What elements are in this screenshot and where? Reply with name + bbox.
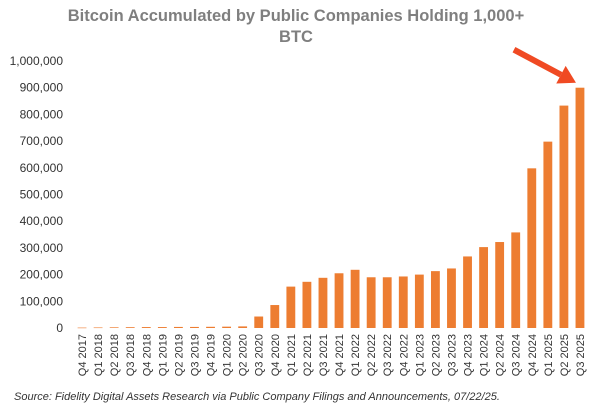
source-note: Source: Fidelity Digital Assets Research… (14, 391, 500, 403)
bar (366, 277, 376, 328)
bar (222, 326, 232, 328)
x-tick-label: Q1 2018 (93, 334, 105, 376)
x-tick-label: Q1 2024 (479, 334, 491, 376)
x-tick-label: Q2 2022 (366, 334, 378, 376)
bar (559, 105, 569, 329)
x-tick-label: Q2 2025 (559, 334, 571, 376)
bar (109, 327, 119, 328)
x-tick-label: Q2 2018 (109, 334, 121, 376)
y-tick-label: 200,000 (20, 268, 64, 282)
y-tick-label: 500,000 (20, 188, 64, 202)
bar (254, 316, 264, 328)
bar (398, 276, 408, 328)
bar (77, 327, 87, 329)
y-tick-label: 800,000 (20, 107, 64, 121)
y-tick-label: 1,000,000 (10, 54, 64, 68)
x-tick-label: Q4 2023 (463, 334, 475, 376)
x-tick-label: Q4 2020 (270, 334, 282, 376)
arrow-head (556, 65, 576, 84)
x-tick-label: Q4 2017 (77, 334, 89, 376)
x-tick-label: Q1 2022 (350, 334, 362, 376)
x-tick-label: Q3 2023 (446, 334, 458, 376)
x-tick-label: Q4 2024 (527, 334, 539, 376)
bar (463, 256, 472, 328)
bar (157, 327, 167, 328)
x-axis: Q4 2017 Q1 2018 Q2 2018 Q3 2018 Q4 2018 Q1 20… (77, 334, 587, 376)
bar (93, 327, 103, 329)
x-tick-label: Q1 2020 (222, 334, 234, 376)
x-tick-label: Q4 2021 (334, 334, 346, 376)
bar (479, 247, 489, 328)
bar (430, 271, 440, 328)
bar (141, 327, 151, 328)
x-tick-label: Q3 2018 (125, 334, 137, 376)
bar (302, 281, 312, 328)
bar (382, 277, 392, 328)
x-tick-label: Q3 2020 (254, 334, 266, 376)
bar (238, 326, 248, 328)
bar (543, 141, 553, 328)
bars (77, 87, 585, 329)
x-tick-label: Q1 2021 (286, 334, 298, 376)
bar (511, 232, 521, 328)
x-tick-label: Q2 2019 (173, 334, 185, 376)
y-tick-label: 600,000 (20, 161, 64, 175)
bar (447, 268, 456, 328)
x-tick-label: Q4 2018 (141, 334, 153, 376)
bar (270, 305, 280, 328)
chart-title: Bitcoin Accumulated by Public Companies … (0, 6, 592, 48)
bar (414, 274, 424, 328)
x-tick-label: Q3 2024 (511, 334, 523, 376)
bar (350, 269, 360, 328)
highlight-arrow (512, 47, 576, 84)
chart-title-line-2: BTC (279, 28, 313, 46)
x-tick-label: Q1 2025 (543, 334, 555, 376)
chart-title-line-1: Bitcoin Accumulated by Public Companies … (67, 7, 525, 25)
y-tick-label: 0 (56, 321, 63, 335)
y-tick-label: 300,000 (20, 241, 64, 255)
bar (125, 327, 135, 328)
x-tick-label: Q1 2023 (414, 334, 426, 376)
y-axis: 0 100,000 200,000 300,000 400,000 500,000 600,… (10, 54, 64, 335)
x-tick-label: Q3 2021 (318, 334, 330, 376)
bar (318, 277, 328, 328)
x-tick-label: Q4 2022 (398, 334, 410, 376)
y-tick-label: 100,000 (20, 294, 64, 308)
bar (575, 87, 585, 328)
x-tick-label: Q3 2022 (382, 334, 394, 376)
bar (206, 326, 215, 328)
y-tick-label: 700,000 (20, 134, 64, 148)
bar (495, 242, 505, 328)
y-tick-label: 900,000 (20, 81, 64, 95)
bar (286, 286, 296, 328)
bar (527, 168, 537, 328)
x-tick-label: Q2 2021 (302, 334, 314, 376)
x-tick-label: Q2 2024 (495, 334, 507, 376)
bar (173, 326, 183, 328)
x-tick-label: Q3 2025 (575, 334, 587, 376)
bar (190, 326, 199, 328)
x-tick-label: Q2 2020 (238, 334, 250, 376)
arrow-shaft (512, 47, 563, 78)
x-tick-label: Q3 2019 (189, 334, 201, 376)
x-tick-label: Q1 2019 (157, 334, 169, 376)
bar (334, 273, 344, 328)
x-tick-label: Q2 2023 (430, 334, 442, 376)
x-tick-label: Q4 2019 (206, 334, 218, 376)
y-tick-label: 400,000 (20, 214, 64, 228)
